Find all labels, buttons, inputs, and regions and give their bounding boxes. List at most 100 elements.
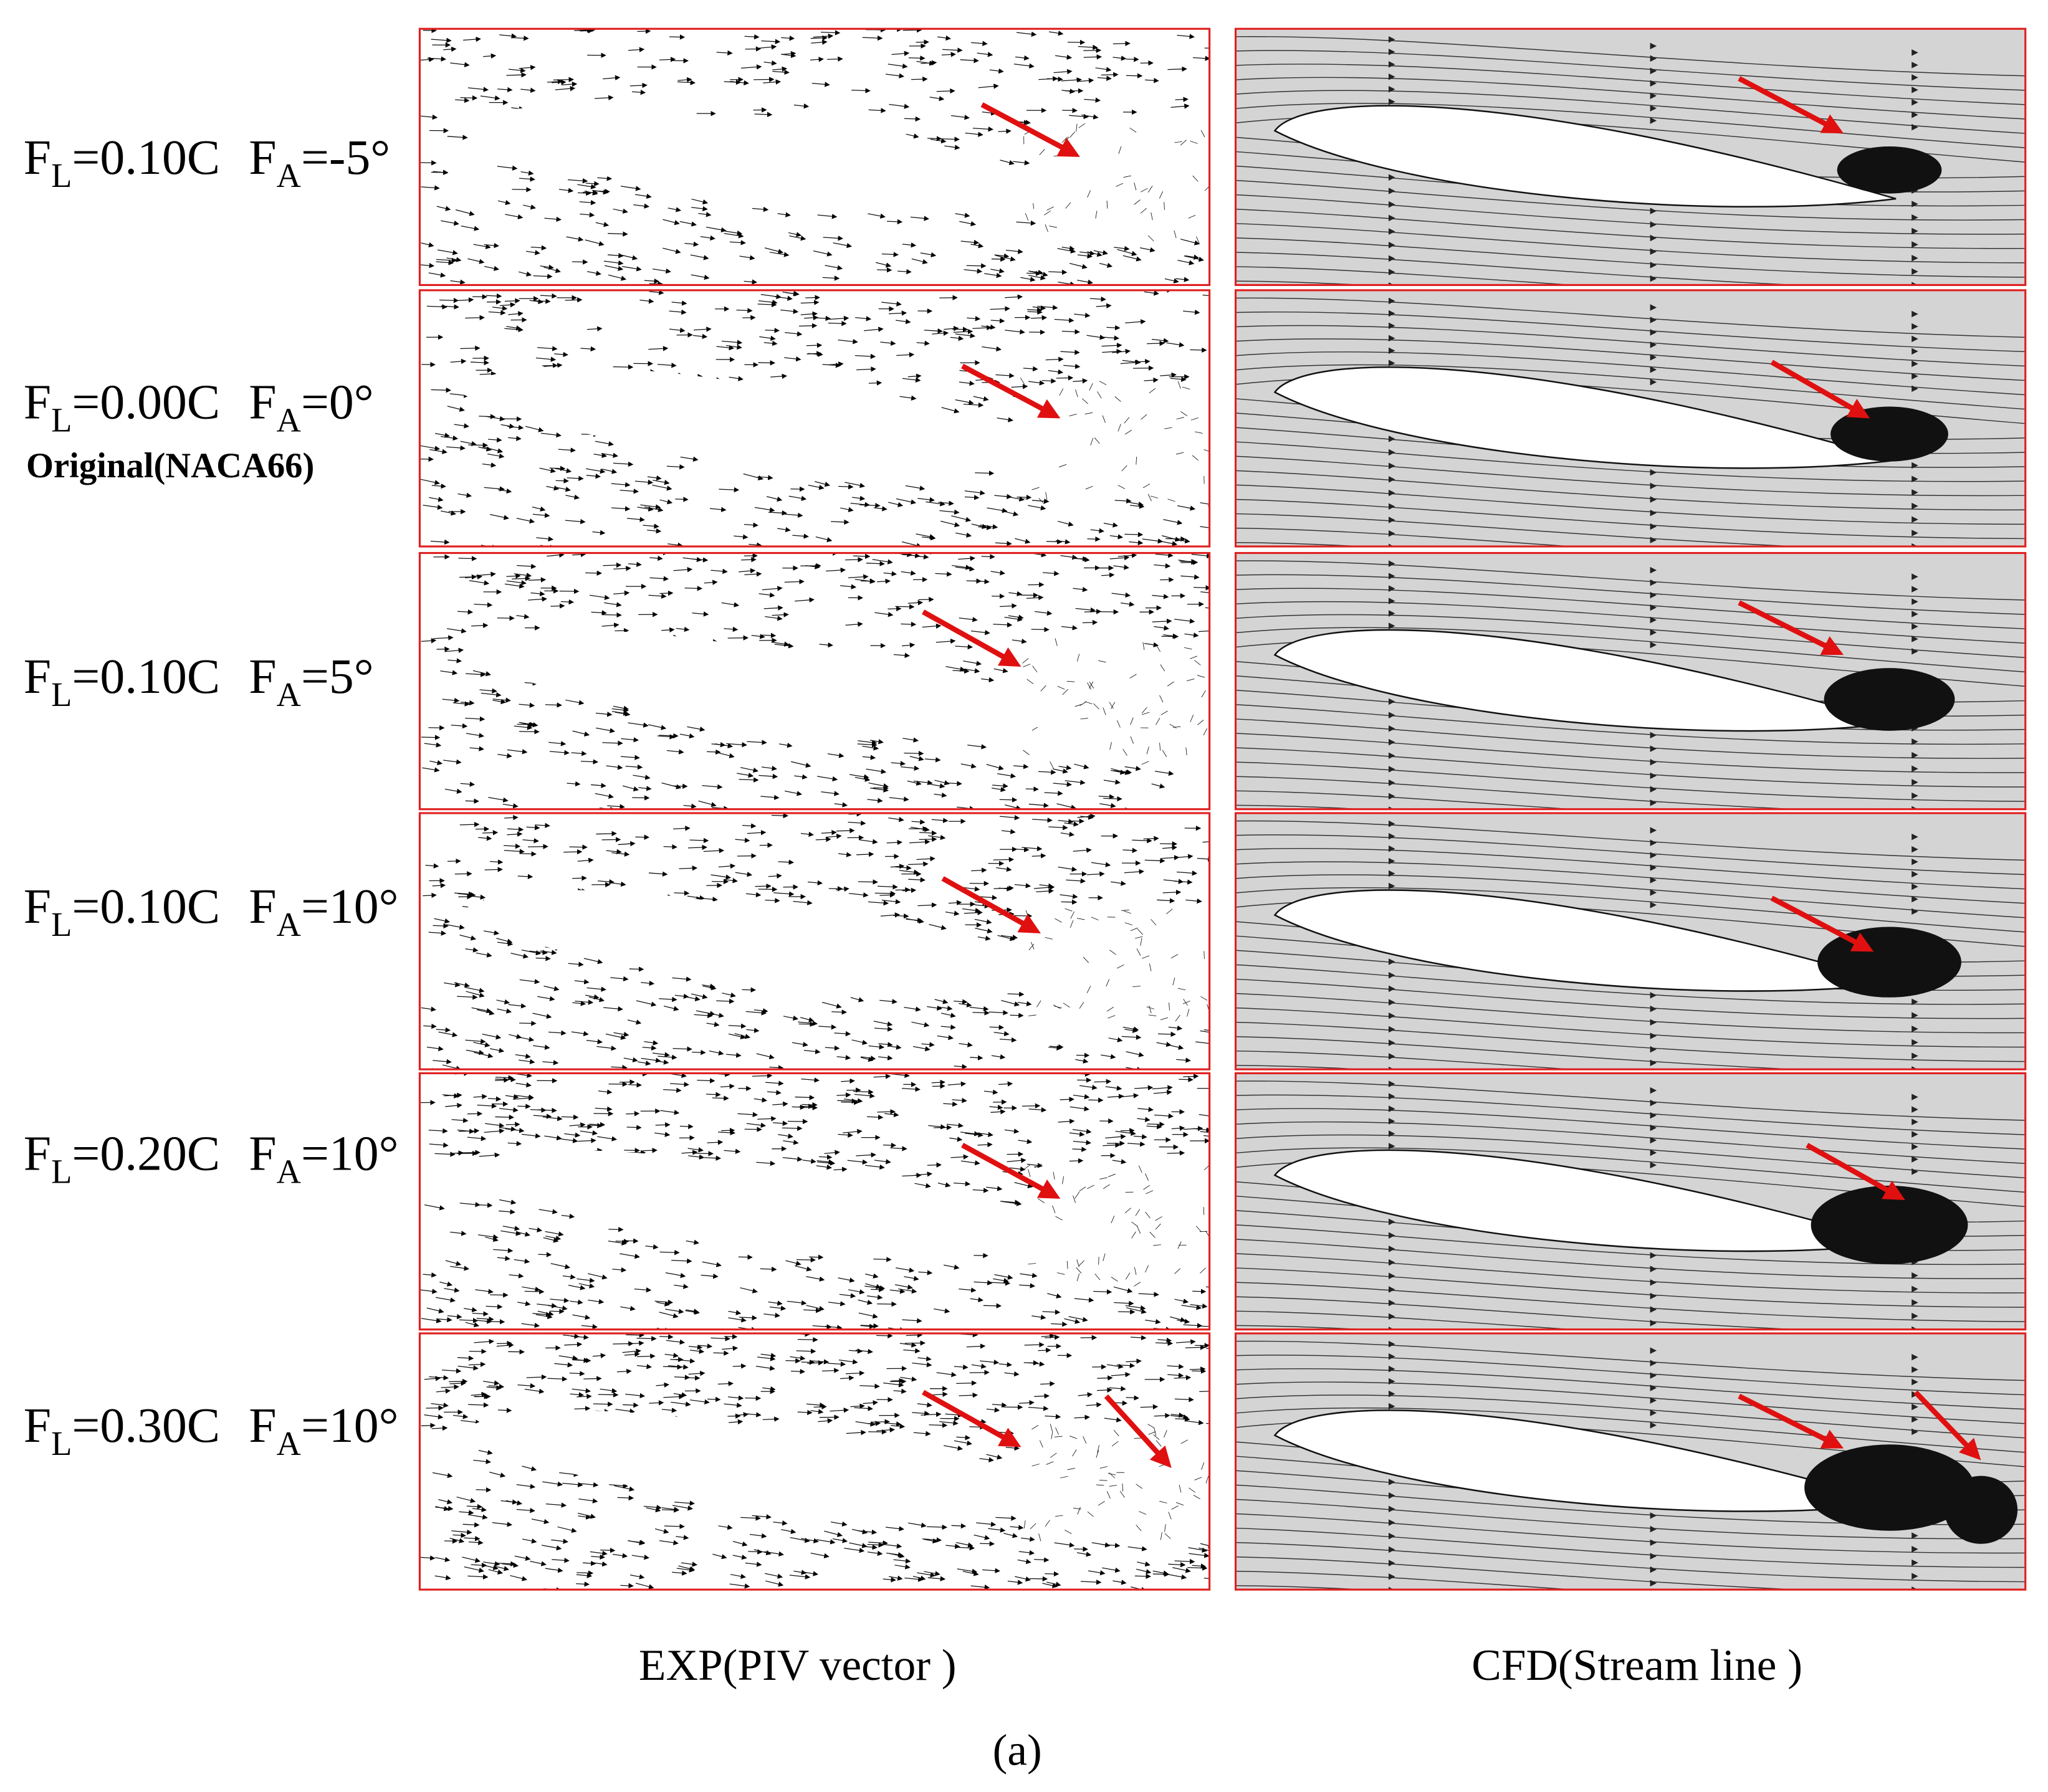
vector	[608, 274, 627, 281]
vector	[788, 495, 807, 501]
vector	[580, 346, 596, 352]
vector	[597, 176, 613, 181]
vector	[1060, 350, 1080, 355]
vector	[497, 87, 513, 93]
vector	[1029, 1576, 1048, 1582]
vector	[1174, 141, 1182, 143]
vector	[1090, 528, 1104, 533]
value: =0.30C	[72, 1398, 220, 1453]
vector	[1182, 386, 1190, 389]
vector	[811, 82, 830, 87]
vector	[546, 485, 560, 491]
vector	[522, 204, 536, 210]
vector	[950, 335, 964, 341]
vector	[519, 176, 535, 182]
vector	[1076, 123, 1078, 132]
vector	[1164, 202, 1165, 210]
vector	[904, 751, 924, 756]
vector	[1015, 538, 1031, 544]
vector	[1180, 411, 1188, 416]
vector	[1022, 1103, 1041, 1108]
vector	[1031, 627, 1050, 632]
vector	[902, 29, 922, 33]
vector	[888, 63, 908, 69]
vector	[973, 396, 989, 402]
vector	[488, 310, 506, 315]
vector	[1075, 389, 1078, 398]
vector	[474, 1394, 490, 1399]
vector	[440, 435, 459, 441]
piv-panel	[418, 289, 1211, 548]
vector	[634, 479, 654, 485]
vector	[1113, 55, 1127, 61]
vector	[932, 330, 949, 336]
stream-arrow	[1389, 214, 1395, 222]
vector	[769, 252, 790, 257]
vector	[1136, 457, 1137, 465]
vector	[555, 478, 569, 484]
vector	[1101, 343, 1122, 348]
vector	[431, 387, 452, 393]
vector	[810, 57, 824, 62]
vector	[684, 241, 699, 247]
vector	[1102, 415, 1106, 423]
vector	[1038, 1347, 1051, 1353]
vector	[666, 464, 685, 470]
vector	[813, 250, 833, 257]
row-label: FL=0.00C FA=0°	[24, 374, 374, 439]
vector	[772, 66, 788, 72]
vector	[919, 836, 937, 842]
vector	[828, 320, 847, 326]
vector	[1122, 255, 1142, 262]
value: =5°	[301, 649, 374, 704]
vector	[1020, 277, 1036, 282]
vector	[668, 207, 682, 212]
vector	[862, 35, 883, 41]
vector	[1203, 449, 1210, 452]
vector	[1141, 188, 1148, 193]
subscript: A	[277, 156, 301, 194]
vector	[734, 534, 749, 540]
vector	[669, 309, 687, 315]
vector	[881, 301, 902, 307]
vector	[978, 83, 999, 89]
vector	[458, 556, 477, 561]
vector	[1151, 338, 1169, 343]
subscript: L	[51, 905, 72, 943]
vector	[868, 213, 886, 219]
vector	[449, 1378, 468, 1385]
vector	[1184, 255, 1204, 262]
vector	[716, 50, 733, 56]
vector	[724, 233, 744, 239]
vector	[1163, 519, 1183, 525]
stream-arrow	[1650, 262, 1657, 269]
vector	[1078, 123, 1086, 128]
vector	[980, 1541, 995, 1547]
vector	[911, 258, 928, 265]
vector	[629, 966, 644, 972]
stream-arrow	[1912, 62, 1918, 69]
vector	[1160, 372, 1177, 378]
subscript: L	[51, 1153, 72, 1191]
vector	[663, 247, 681, 254]
vector	[721, 340, 743, 345]
vector	[1151, 212, 1153, 221]
vector	[484, 486, 505, 492]
vector	[782, 50, 797, 57]
vector	[706, 749, 721, 755]
subscript: L	[51, 401, 72, 439]
vector	[916, 60, 935, 66]
vector	[538, 1252, 552, 1257]
vector	[763, 340, 778, 346]
vector	[1200, 501, 1210, 507]
vector	[1099, 262, 1113, 268]
vector	[1150, 495, 1159, 498]
panel-content	[419, 1073, 1210, 1330]
vector	[1079, 250, 1096, 256]
vector	[447, 406, 465, 412]
vector	[454, 423, 469, 429]
vector	[1089, 296, 1106, 302]
vector	[1164, 427, 1172, 429]
vector	[761, 39, 781, 44]
